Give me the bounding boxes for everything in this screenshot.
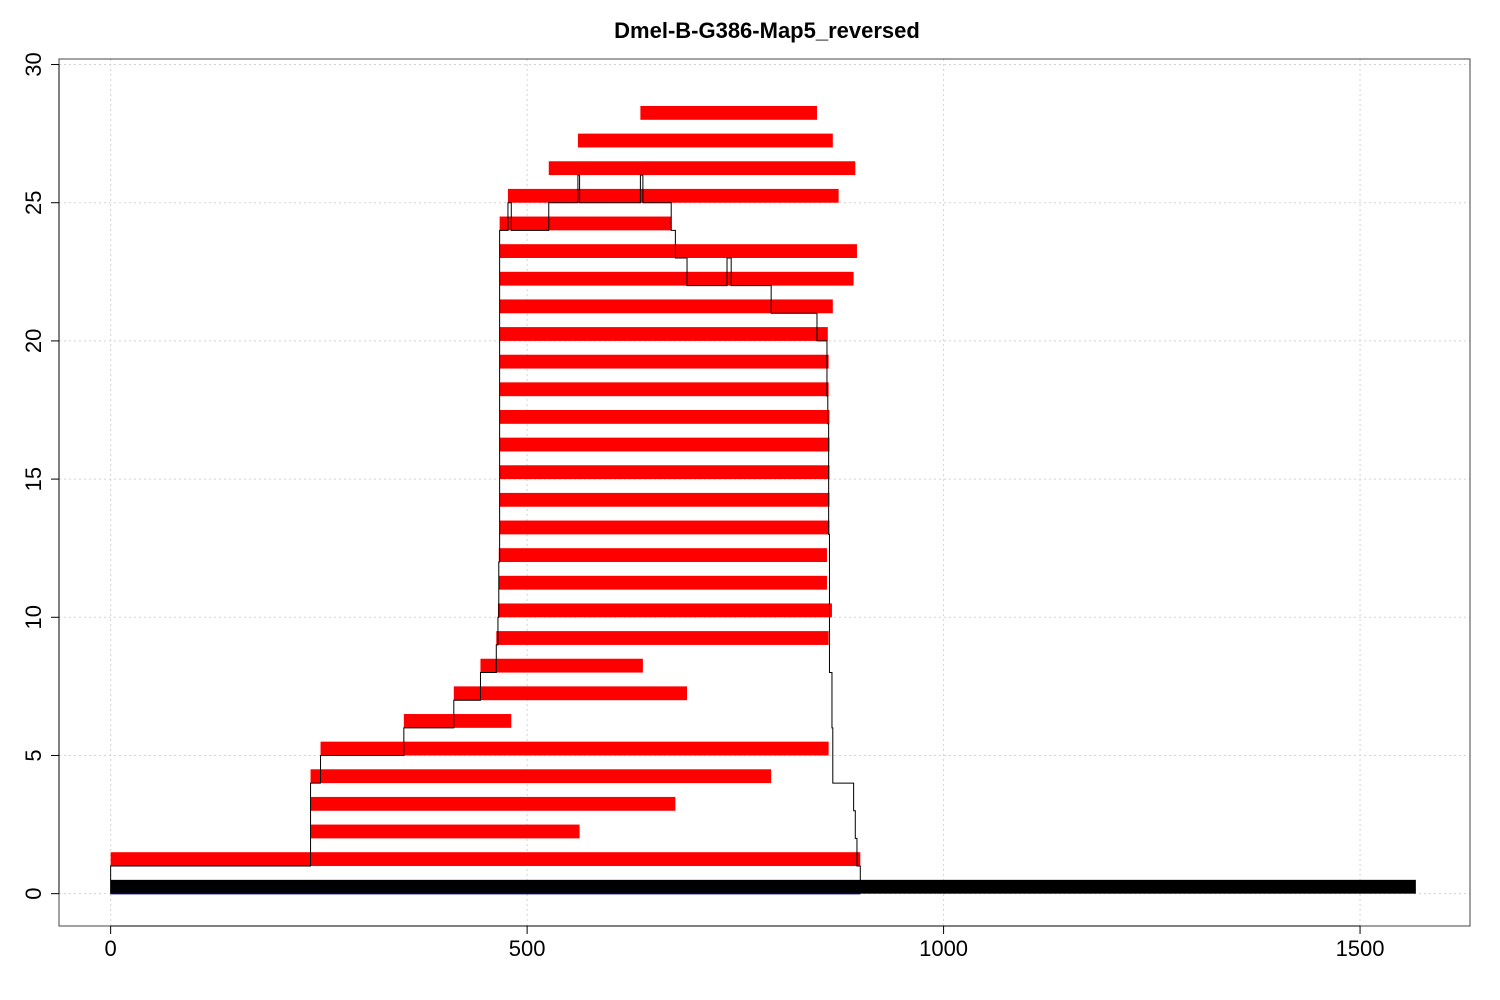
read-bar [499,520,830,535]
read-bar [507,188,839,203]
reference-bar [110,879,1416,894]
y-tick-label: 30 [21,52,46,76]
read-bar [497,603,832,618]
read-bar [310,796,676,811]
x-tick-label: 1500 [1336,936,1385,961]
read-bar [640,105,817,120]
y-tick-label: 15 [21,467,46,491]
read-bar [499,465,830,480]
y-axis: 0 5 10 15 20 25 30 [21,52,60,900]
read-bar [577,133,833,148]
read-bar [499,354,829,369]
read-bar [498,548,827,563]
read-bar [310,769,772,784]
read-bar [110,852,861,867]
read-bar [453,686,688,701]
reference-track [110,879,1416,895]
y-tick-label: 10 [21,605,46,629]
read-bar [499,382,829,397]
read-bar [499,271,854,286]
read-bars [110,105,861,867]
read-bar [480,658,643,673]
y-tick-label: 20 [21,329,46,353]
read-bar [499,299,833,314]
y-tick-label: 5 [21,749,46,761]
x-tick-label: 1000 [919,936,968,961]
x-axis: 0 500 1000 1500 [105,925,1385,961]
read-bar [499,327,828,341]
read-bar [320,741,829,756]
coverage-step-line [110,174,861,894]
y-tick-label: 25 [21,190,46,214]
coverage-line [110,174,861,894]
read-bar [310,824,580,839]
chart-title: Dmel-B-G386-Map5_reversed [614,18,920,43]
read-bar [499,437,830,452]
read-bar [499,244,857,258]
read-bar [548,161,856,176]
read-bar [496,631,829,645]
read-bar [499,492,830,507]
read-bar [499,216,672,231]
y-tick-label: 0 [21,888,46,900]
read-bar [499,410,830,424]
read-bar [403,714,512,728]
read-bar [498,575,827,590]
x-tick-label: 0 [105,936,117,961]
x-tick-label: 500 [509,936,546,961]
